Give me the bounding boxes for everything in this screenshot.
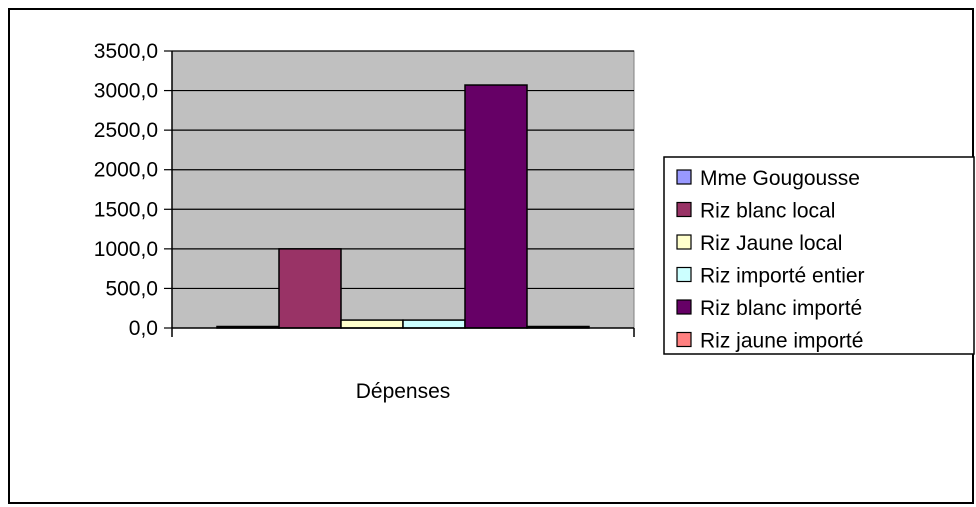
bar-riz-blanc-import-	[464, 84, 528, 329]
y-ticks: 0,0 500,0 1000,0 1500,0 2000,0 2500,0 3000,0 35…	[94, 40, 635, 340]
legend-label: Mme Gougousse	[700, 167, 860, 190]
y-tick-label: 500,0	[105, 277, 158, 300]
legend-swatch	[676, 169, 692, 185]
category-label: Dépenses	[356, 380, 451, 403]
y-tick-label: 0,0	[129, 317, 158, 340]
legend-label: Riz importé entier	[700, 265, 865, 288]
legend-swatch	[676, 266, 692, 283]
bar-riz-blanc-local	[278, 248, 342, 329]
y-tick-label: 1000,0	[94, 238, 158, 261]
bar-riz-jaune-local	[340, 319, 404, 329]
legend-label: Riz Jaune local	[700, 232, 842, 255]
legend: Mme Gougousse Riz blanc local Riz Jaune lo…	[663, 156, 975, 355]
legend-box	[663, 156, 975, 355]
y-tick-label: 3000,0	[94, 80, 158, 103]
legend-label: Riz jaune importé	[700, 330, 863, 353]
legend-swatch	[676, 299, 692, 315]
plot-area	[171, 50, 635, 329]
legend-swatch	[676, 201, 692, 218]
legend-swatch	[676, 234, 692, 250]
legend-swatch	[676, 331, 692, 348]
bars	[216, 84, 590, 329]
grid-lines	[172, 50, 634, 290]
y-tick-label: 2000,0	[94, 159, 158, 182]
y-tick-label: 2500,0	[94, 119, 158, 142]
legend-label: Riz blanc local	[700, 200, 835, 223]
y-tick-label: 1500,0	[94, 198, 158, 221]
legend-label: Riz blanc importé	[700, 297, 862, 320]
bar-riz-import-entier	[402, 319, 466, 329]
y-tick-label: 3500,0	[94, 40, 158, 63]
